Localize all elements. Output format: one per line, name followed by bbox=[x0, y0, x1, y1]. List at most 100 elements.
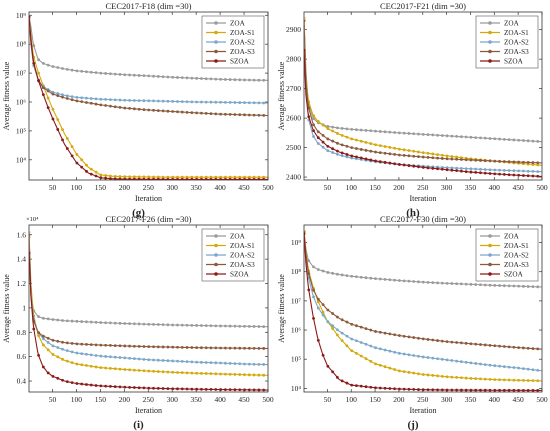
series-point-zoa bbox=[417, 132, 420, 136]
legend-swatch-marker bbox=[488, 49, 492, 54]
series-point-zoa-s3 bbox=[502, 345, 506, 348]
series-point-zoa-s2 bbox=[137, 357, 141, 361]
series-point-zoa-s1 bbox=[247, 373, 251, 377]
series-point-zoa bbox=[238, 78, 242, 82]
series-point-szoa bbox=[176, 177, 179, 180]
y-tick-label: 10⁵ bbox=[291, 355, 302, 364]
series-point-zoa-s1 bbox=[161, 175, 165, 179]
series-point-szoa bbox=[219, 177, 222, 180]
series-point-zoa-s2 bbox=[464, 167, 468, 170]
series-point-zoa bbox=[469, 282, 473, 286]
series-point-szoa bbox=[304, 48, 306, 52]
series-point-szoa bbox=[75, 161, 79, 165]
series-point-zoa bbox=[209, 77, 213, 81]
series-point-szoa bbox=[32, 61, 36, 65]
y-tick-label: 10⁹ bbox=[16, 11, 27, 20]
series-point-zoa-s3 bbox=[142, 345, 146, 348]
series-point-szoa bbox=[37, 79, 40, 83]
series-point-zoa bbox=[502, 137, 506, 141]
series-point-zoa bbox=[517, 138, 521, 142]
series-point-zoa-s3 bbox=[56, 339, 60, 343]
series-point-szoa bbox=[388, 161, 392, 165]
series-point-zoa bbox=[94, 71, 98, 75]
series-point-zoa-s2 bbox=[228, 362, 232, 365]
panel-h: 50 100 150 200 250 300 350 400 450 500 2400 2500 260… bbox=[277, 1, 548, 219]
series-point-zoa bbox=[80, 69, 84, 73]
series-point-szoa bbox=[345, 381, 349, 385]
series-point-zoa-s2 bbox=[147, 358, 151, 362]
series-point-zoa-s1 bbox=[238, 373, 242, 376]
series-point-zoa-s1 bbox=[407, 370, 411, 374]
series-point-zoa-s1 bbox=[340, 339, 344, 343]
series-point-zoa-s3 bbox=[397, 153, 401, 157]
series-point-szoa bbox=[450, 168, 454, 172]
series-point-zoa-s2 bbox=[180, 360, 184, 363]
series-point-zoa-s3 bbox=[195, 346, 199, 350]
series-point-zoa-s3 bbox=[326, 308, 330, 312]
series-point-zoa bbox=[388, 130, 392, 134]
series-point-zoa-s3 bbox=[364, 148, 368, 152]
series-point-zoa-s2 bbox=[340, 154, 344, 158]
series-point-zoa-s1 bbox=[104, 366, 108, 370]
series-point-zoa-s3 bbox=[455, 157, 459, 161]
series-point-zoa-s3 bbox=[247, 346, 251, 350]
series-point-zoa bbox=[233, 324, 237, 328]
series-point-zoa-s2 bbox=[479, 167, 482, 171]
series-point-szoa bbox=[41, 365, 45, 369]
series-point-zoa-s3 bbox=[450, 157, 454, 161]
series-point-zoa-s3 bbox=[109, 344, 112, 347]
series-point-zoa-s1 bbox=[118, 367, 122, 371]
series-point-zoa bbox=[262, 325, 266, 328]
series-point-zoa bbox=[526, 139, 530, 143]
series-point-szoa bbox=[156, 177, 160, 180]
series-point-zoa-s2 bbox=[312, 295, 315, 299]
series-point-szoa bbox=[61, 378, 64, 382]
series-point-zoa-s1 bbox=[109, 174, 112, 178]
legend-label: ZOA-S1 bbox=[230, 242, 255, 250]
series-point-szoa bbox=[345, 153, 349, 156]
series-point-zoa-s3 bbox=[171, 345, 175, 349]
series-point-zoa-s2 bbox=[402, 352, 406, 356]
series-point-zoa-s1 bbox=[474, 377, 478, 381]
series-point-zoa bbox=[166, 323, 170, 327]
x-tick-label: 200 bbox=[119, 395, 131, 404]
series-point-zoa-s3 bbox=[417, 155, 420, 159]
series-point-szoa bbox=[431, 388, 435, 392]
series-point-zoa-s3 bbox=[312, 123, 315, 127]
series-point-zoa bbox=[75, 69, 79, 73]
series-point-zoa-s1 bbox=[142, 175, 146, 179]
series-point-zoa-s2 bbox=[397, 351, 401, 355]
series-point-zoa-s2 bbox=[335, 152, 339, 156]
series-point-zoa bbox=[209, 324, 213, 328]
series-point-zoa-s2 bbox=[522, 169, 525, 173]
series-point-zoa-s1 bbox=[364, 357, 368, 361]
series-point-szoa bbox=[233, 177, 237, 180]
series-point-zoa-s1 bbox=[109, 366, 112, 370]
x-tick-label: 400 bbox=[489, 183, 501, 192]
series-point-zoa-s1 bbox=[312, 114, 315, 118]
series-point-zoa-s3 bbox=[238, 113, 242, 117]
series-point-zoa-s3 bbox=[378, 330, 382, 334]
series-point-szoa bbox=[233, 388, 237, 392]
series-point-zoa bbox=[459, 135, 463, 139]
series-point-zoa bbox=[474, 136, 478, 139]
series-point-zoa bbox=[56, 66, 60, 69]
series-point-zoa-s2 bbox=[75, 351, 79, 355]
series-point-zoa-s3 bbox=[228, 346, 232, 350]
series-point-szoa bbox=[307, 115, 311, 119]
series-point-szoa bbox=[350, 383, 354, 387]
series-point-zoa-s1 bbox=[89, 364, 93, 368]
series-point-zoa-s3 bbox=[51, 338, 55, 342]
series-point-zoa bbox=[161, 323, 165, 327]
series-point-zoa bbox=[383, 278, 387, 281]
series-point-zoa bbox=[243, 324, 246, 328]
x-tick-label: 500 bbox=[536, 395, 548, 404]
series-point-szoa bbox=[109, 177, 112, 180]
series-point-zoa-s2 bbox=[531, 368, 535, 372]
x-tick-label: 400 bbox=[214, 183, 226, 192]
series-point-zoa bbox=[195, 76, 199, 80]
series-point-zoa bbox=[219, 77, 222, 81]
series-point-zoa-s2 bbox=[214, 361, 218, 365]
x-tick-label: 50 bbox=[324, 395, 332, 404]
series-point-szoa bbox=[312, 316, 315, 320]
